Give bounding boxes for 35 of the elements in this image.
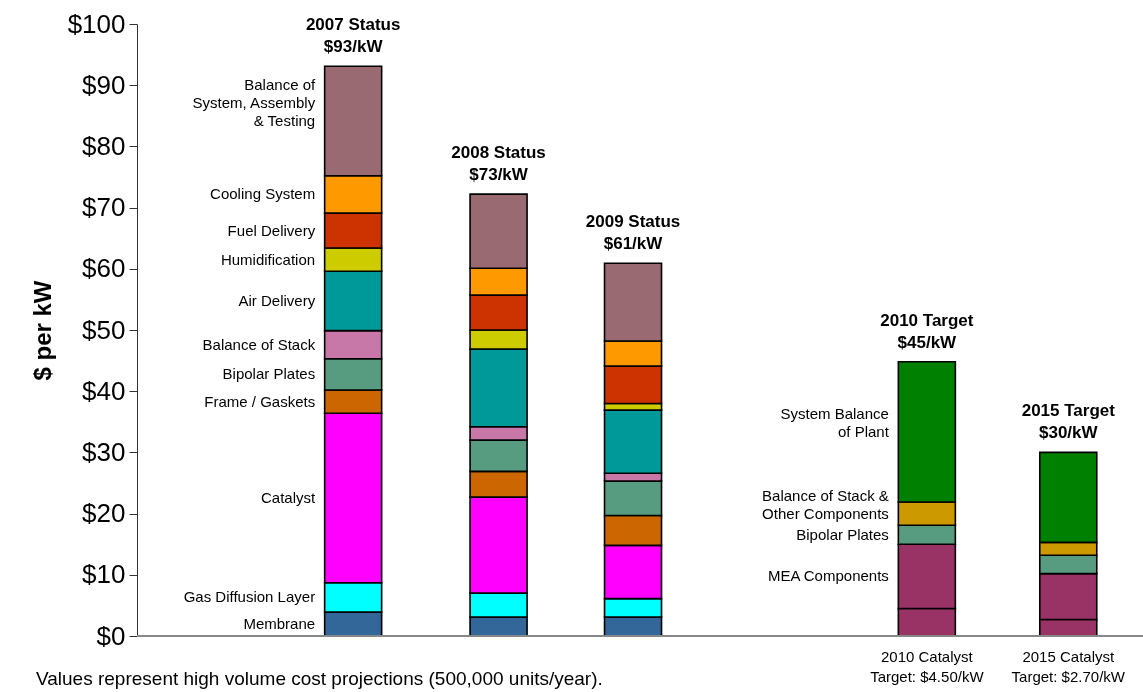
y-tick-label: $80 (82, 130, 126, 161)
text: Values represent high volume cost projections (500,000 units/year). (36, 668, 603, 690)
total-label: 2009 Status $61/kW (585, 212, 681, 254)
series-label: System Balance of Plant (780, 404, 890, 440)
y-tick-label: $20 (82, 498, 126, 529)
series-label: Balance of Stack & Other Components (762, 486, 889, 522)
total-label: 2007 Status $93/kW (305, 15, 401, 57)
y-tick-label: $90 (82, 69, 126, 100)
total-label: 2015 Target $30/kW (1021, 401, 1116, 443)
y-axis-title: $ per kW (28, 280, 56, 381)
series-label: Balance of Stack (202, 335, 316, 353)
series-label: Air Delivery (238, 291, 316, 309)
series-label: Cooling System (210, 185, 316, 203)
series-label: Membrane (243, 615, 316, 633)
y-tick-label: $50 (82, 314, 126, 345)
y-tick-label: $70 (82, 192, 126, 223)
series-label: MEA Components (767, 567, 889, 585)
y-tick-label: $30 (82, 436, 126, 467)
series-label: Fuel Delivery (227, 221, 316, 239)
total-label: 2008 Status $73/kW (451, 143, 546, 185)
series-label: Bipolar Plates (222, 365, 316, 383)
y-tick-label: $10 (82, 559, 126, 590)
y-tick-label: $40 (82, 375, 126, 406)
data-label: 2010 Catalyst Target: $4.50/kW (870, 648, 985, 685)
y-tick-label: $100 (67, 8, 126, 39)
series-label: Balance of System, Assembly & Testing (192, 76, 316, 129)
series-label: Bipolar Plates (796, 525, 889, 543)
y-tick-label: $60 (82, 253, 126, 284)
y-tick-label: $0 (96, 620, 126, 651)
data-label: 2015 Catalyst Target: $2.70/kW (1011, 648, 1126, 685)
series-label: Frame / Gaskets (204, 392, 316, 410)
series-label: Catalyst (260, 488, 316, 506)
series-label: Humidification (220, 250, 316, 268)
series-label: Gas Diffusion Layer (183, 588, 316, 606)
total-label: 2010 Target $45/kW (880, 310, 974, 352)
